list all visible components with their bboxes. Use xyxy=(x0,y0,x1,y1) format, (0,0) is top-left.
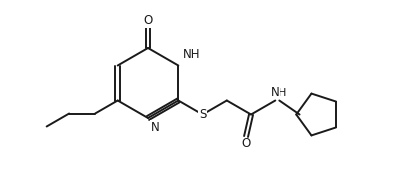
Text: N: N xyxy=(151,121,160,134)
Text: H: H xyxy=(278,87,286,98)
Text: NH: NH xyxy=(183,49,201,62)
Text: O: O xyxy=(143,14,153,28)
Text: N: N xyxy=(271,85,280,98)
Text: O: O xyxy=(241,137,251,150)
Text: S: S xyxy=(199,108,206,121)
